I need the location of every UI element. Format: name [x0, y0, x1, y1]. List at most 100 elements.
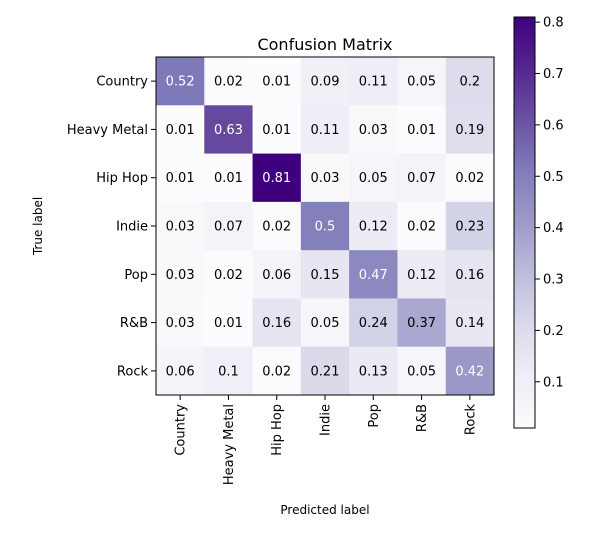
heatmap-cell: [252, 250, 302, 299]
heatmap-cell: [252, 298, 302, 348]
heatmap-cell: [252, 346, 302, 396]
heatmap-cell: [156, 153, 205, 203]
heatmap-cell: [445, 298, 495, 348]
heatmap-cell: [300, 105, 350, 155]
heatmap-cell: [300, 57, 350, 106]
cell-value-label: 0.19: [455, 123, 484, 138]
x-axis-label: Predicted label: [280, 503, 369, 517]
cell-value-label: 0.03: [166, 316, 195, 331]
heatmap-cell: [300, 298, 350, 348]
cell-value-label: 0.2: [460, 75, 481, 90]
colorbar-tick-label: 0.8: [543, 16, 564, 31]
cell-value-label: 0.12: [407, 268, 436, 283]
heatmap-cell: [156, 346, 205, 396]
cell-value-label: 0.01: [407, 123, 436, 138]
heatmap-cell: [445, 57, 495, 106]
heatmap-cell: [349, 105, 398, 155]
colorbar-tick-label: 0.1: [543, 375, 564, 390]
cell-value-label: 0.01: [262, 75, 291, 90]
heatmap-cell: [397, 298, 447, 348]
cell-value-label: 0.05: [359, 171, 388, 186]
colorbar-gradient: [513, 16, 536, 429]
heatmap-cell: [397, 201, 447, 251]
y-axis-ticks: Country Heavy Metal Hip Hop Indie Pop R&B Rock: [67, 75, 156, 379]
chart-title: Confusion Matrix: [257, 35, 392, 54]
cell-value-label: 0.12: [359, 220, 388, 235]
heatmap-cell: [349, 57, 398, 106]
x-tick-label: Rock: [463, 404, 478, 436]
colorbar-tick-label: 0.3: [543, 273, 564, 288]
cell-value-label: 0.15: [311, 268, 340, 283]
x-tick-label: Heavy Metal: [222, 404, 237, 485]
heatmap-cell: [156, 105, 205, 155]
heatmap-cell: [349, 346, 398, 396]
heatmap-cell: [349, 201, 398, 251]
heatmap-cell: [397, 346, 447, 396]
heatmap-cell: [300, 346, 350, 396]
heatmap-cell: [204, 153, 254, 203]
cell-value-label: 0.06: [166, 364, 195, 379]
heatmap-cell-labels: 0.52 0.02 0.01 0.09 0.11 0.05 0.2 0.01 0.63 0.01 0…: [166, 75, 485, 380]
heatmap-cell: [204, 250, 254, 299]
cell-value-label: 0.52: [166, 75, 195, 90]
heatmap-cell: [204, 57, 254, 106]
cell-value-label: 0.02: [455, 171, 484, 186]
cell-value-label: 0.42: [455, 364, 484, 379]
heatmap-cell: [156, 298, 205, 348]
x-tick-label: Pop: [367, 404, 382, 428]
heatmap-cell: [397, 57, 447, 106]
cell-value-label: 0.02: [214, 268, 243, 283]
heatmap-cell: [445, 346, 495, 396]
cell-value-label: 0.23: [455, 220, 484, 235]
cell-value-label: 0.16: [262, 316, 291, 331]
heatmap-cell: [397, 105, 447, 155]
colorbar-tick-label: 0.5: [543, 170, 564, 185]
heatmap-cell: [156, 201, 205, 251]
heatmap-cell: [349, 153, 398, 203]
x-tick-label: R&B: [415, 404, 430, 432]
cell-value-label: 0.02: [407, 220, 436, 235]
x-tick-label: Hip Hop: [270, 404, 285, 456]
heatmap-cell: [252, 57, 302, 106]
y-tick-label: Hip Hop: [96, 171, 148, 186]
heatmap-cell: [445, 250, 495, 299]
heatmap-cell: [204, 105, 254, 155]
cell-value-label: 0.01: [214, 171, 243, 186]
cell-value-label: 0.07: [407, 171, 436, 186]
cell-value-label: 0.01: [166, 171, 195, 186]
heatmap-cell: [397, 153, 447, 203]
cell-value-label: 0.01: [166, 123, 195, 138]
cell-value-label: 0.24: [359, 316, 388, 331]
heatmap-cell: [252, 105, 302, 155]
cell-value-label: 0.02: [262, 364, 291, 379]
colorbar-tick-label: 0.6: [543, 118, 564, 133]
heatmap-cell: [300, 250, 350, 299]
heatmap-cell: [397, 250, 447, 299]
cell-value-label: 0.05: [407, 75, 436, 90]
y-tick-label: Country: [96, 75, 148, 90]
cell-value-label: 0.5: [315, 220, 336, 235]
x-axis-ticks: Country Heavy Metal Hip Hop Indie Pop R&B Rock: [174, 395, 478, 485]
cell-value-label: 0.37: [407, 316, 436, 331]
y-tick-label: Rock: [117, 364, 149, 379]
heatmap-cell: [445, 201, 495, 251]
cell-value-label: 0.11: [311, 123, 340, 138]
cell-value-label: 0.13: [359, 364, 388, 379]
colorbar: 0.1 0.2 0.3 0.4 0.5 0.6 0.7 0.8: [513, 16, 564, 429]
cell-value-label: 0.81: [262, 171, 291, 186]
cell-value-label: 0.16: [455, 268, 484, 283]
cell-value-label: 0.05: [311, 316, 340, 331]
y-axis-label: True label: [31, 197, 45, 256]
y-tick-label: Heavy Metal: [67, 123, 148, 138]
heatmap-cell: [204, 346, 254, 396]
cell-value-label: 0.01: [262, 123, 291, 138]
heatmap-cell: [204, 298, 254, 348]
heatmap-cell: [300, 201, 350, 251]
colorbar-tick-label: 0.4: [543, 221, 564, 236]
y-tick-label: R&B: [120, 316, 148, 331]
cell-value-label: 0.01: [214, 316, 243, 331]
x-tick-label: Indie: [319, 404, 334, 436]
y-tick-label: Pop: [124, 268, 148, 283]
heatmap-cell: [349, 298, 398, 348]
